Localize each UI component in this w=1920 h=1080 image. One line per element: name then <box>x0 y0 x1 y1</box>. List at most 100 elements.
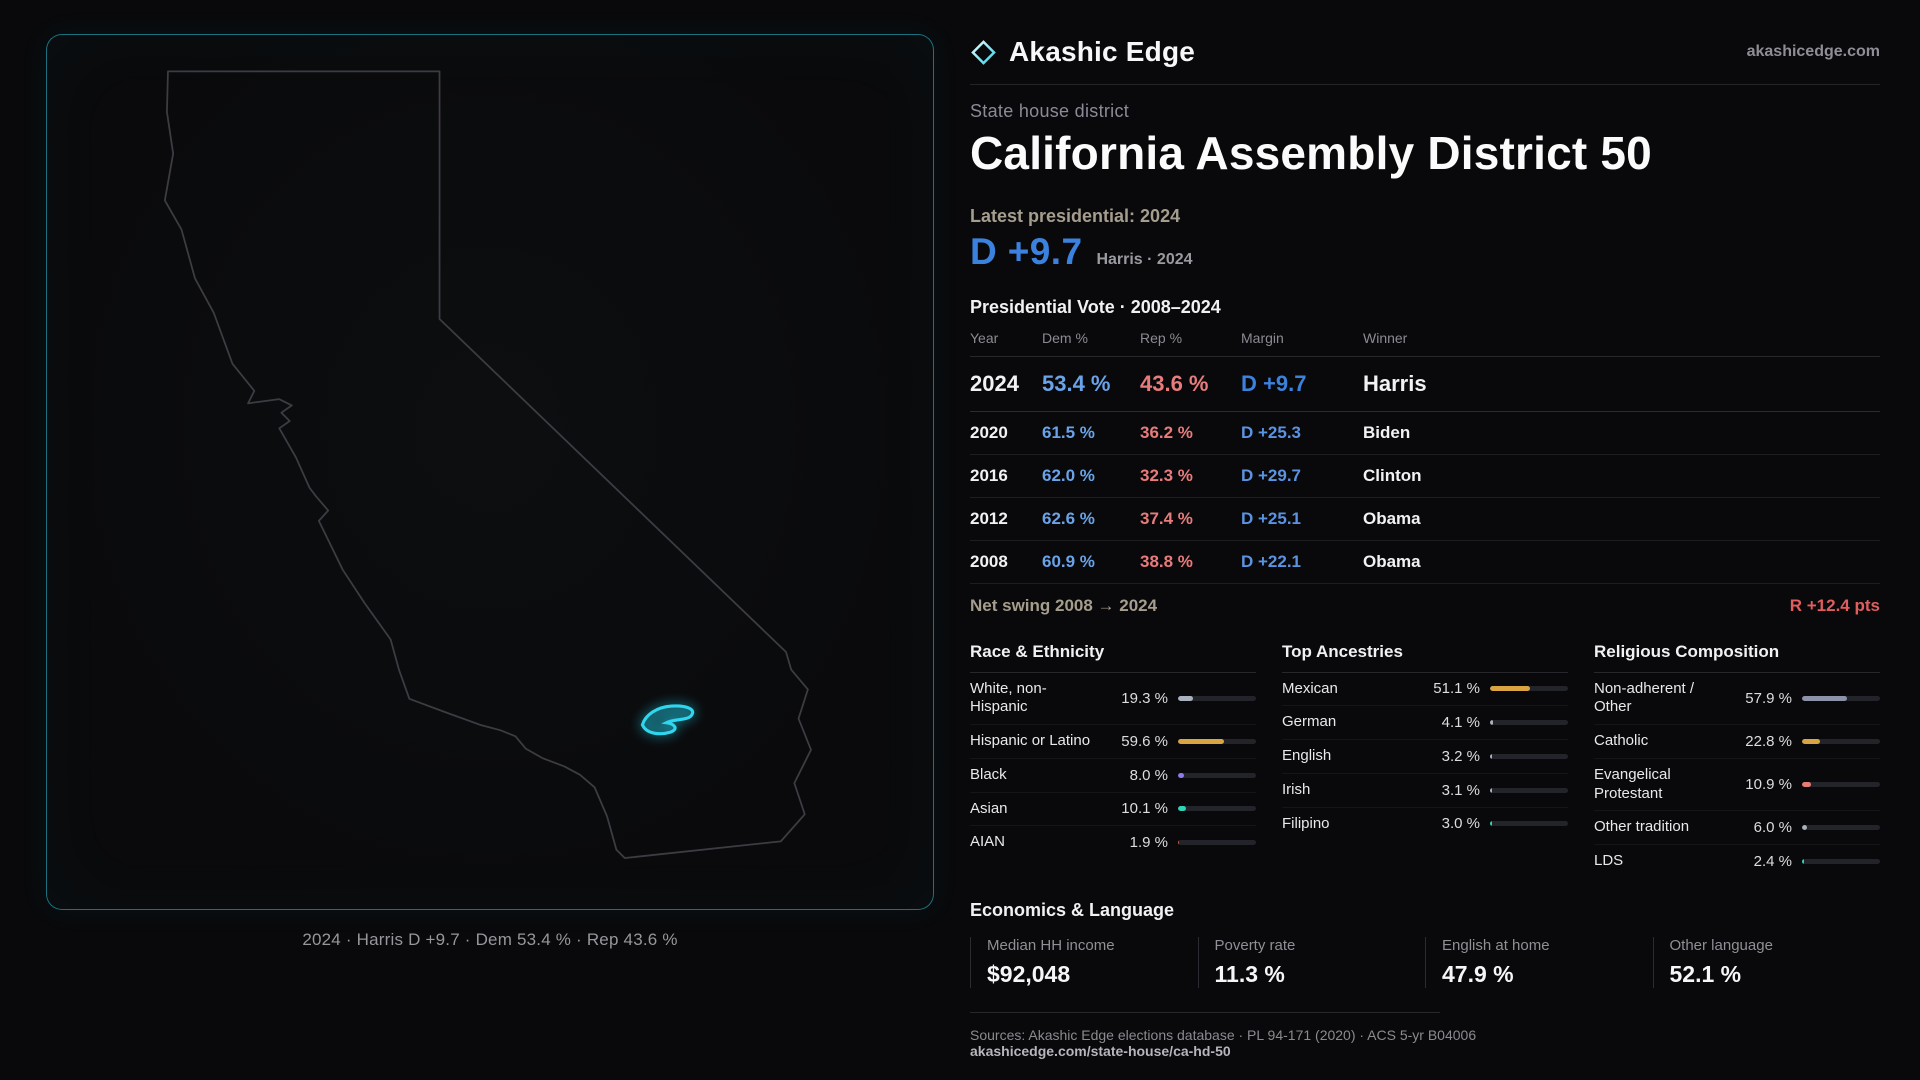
demographic-row: Evangelical Protestant 10.9 % <box>1594 759 1880 812</box>
vote-year: 2020 <box>970 422 1008 442</box>
vote-margin: D +25.3 <box>1241 422 1302 442</box>
demographic-bar-fill <box>1802 738 1820 744</box>
demographic-bar <box>1490 686 1568 692</box>
demographic-section: Race & Ethnicity White, non-Hispanic 19.… <box>970 634 1256 878</box>
vote-table-header: Year Dem % Rep % Margin Winner <box>970 330 1880 357</box>
demographic-bar <box>1490 753 1568 759</box>
vote-rep-pct: 43.6 % <box>1140 370 1209 396</box>
stat-value: $92,048 <box>987 960 1071 987</box>
demographic-value: 19.3 % <box>1121 689 1168 707</box>
demographic-value: 10.9 % <box>1745 776 1792 794</box>
permalink[interactable]: akashicedge.com/state-house/ca-hd-50 <box>970 1042 1231 1059</box>
demographic-value: 4.1 % <box>1441 714 1480 732</box>
stat-label: Poverty rate <box>1214 936 1296 954</box>
vote-dem-pct: 53.4 % <box>1042 370 1111 396</box>
economics-section: Economics & Language Median HH income $9… <box>970 900 1880 988</box>
vote-rep-pct: 37.4 % <box>1140 508 1193 528</box>
vote-winner: Obama <box>1363 551 1421 571</box>
demographic-bar <box>1178 695 1256 701</box>
demographic-label: Irish <box>1282 780 1311 798</box>
stat-block: Other language 52.1 % <box>1652 936 1881 988</box>
demographic-value: 6.0 % <box>1753 819 1792 837</box>
stat-value: 11.3 % <box>1214 960 1285 987</box>
demographic-label: LDS <box>1594 852 1624 870</box>
vote-margin: D +9.7 <box>1241 370 1307 396</box>
net-swing-value: R +12.4 pts <box>1789 595 1880 615</box>
demographic-bar-fill <box>1178 695 1194 701</box>
net-swing-row: Net swing 2008 → 2024 R +12.4 pts <box>970 584 1880 616</box>
demographic-row: Non-adherent / Other 57.9 % <box>1594 673 1880 726</box>
col-margin: Margin <box>1241 329 1284 346</box>
demographic-row: Hispanic or Latino 59.6 % <box>970 725 1256 759</box>
sources-text: Sources: Akashic Edge elections database… <box>970 1026 1477 1043</box>
demographic-row: AIAN 1.9 % <box>970 826 1256 859</box>
stat-label: Other language <box>1669 936 1773 954</box>
demographic-label: Non-adherent / Other <box>1594 679 1695 716</box>
brand: Akashic Edge <box>970 36 1195 68</box>
vote-year: 2024 <box>970 370 1019 396</box>
page-footer: Sources: Akashic Edge elections database… <box>970 1011 1880 1061</box>
vote-year: 2008 <box>970 551 1008 571</box>
demographic-row: Mexican 51.1 % <box>1282 673 1568 707</box>
demographic-bar <box>1802 738 1880 744</box>
demographic-bar <box>1178 738 1256 744</box>
stat-block: Poverty rate 11.3 % <box>1197 936 1426 988</box>
vote-dem-pct: 62.6 % <box>1042 508 1095 528</box>
vote-winner: Obama <box>1363 508 1421 528</box>
map-caption: 2024 · Harris D +9.7 · Dem 53.4 % · Rep … <box>302 930 678 949</box>
demographic-bar <box>1178 772 1256 778</box>
vote-rep-pct: 36.2 % <box>1140 422 1193 442</box>
stat-block: English at home 47.9 % <box>1425 936 1653 988</box>
vote-rep-pct: 32.3 % <box>1140 465 1193 485</box>
district-map-panel[interactable] <box>46 34 934 910</box>
page-title: California Assembly District 50 <box>970 127 1652 179</box>
demographic-row: LDS 2.4 % <box>1594 845 1880 878</box>
demographic-bar-fill <box>1178 772 1185 778</box>
demographic-bar <box>1802 825 1880 831</box>
demographic-section-title: Race & Ethnicity <box>970 634 1256 673</box>
col-dem: Dem % <box>1042 329 1088 346</box>
demographic-value: 3.2 % <box>1441 747 1480 765</box>
demographic-value: 2.4 % <box>1753 852 1792 870</box>
col-winner: Winner <box>1363 329 1408 346</box>
demographic-bar <box>1802 782 1880 788</box>
demographic-bar-fill <box>1490 821 1493 827</box>
vote-winner: Biden <box>1363 422 1411 442</box>
demographic-bar-fill <box>1178 738 1225 744</box>
demographic-label: Filipino <box>1282 814 1330 832</box>
stat-label: Median HH income <box>987 936 1115 954</box>
demographic-value: 22.8 % <box>1745 732 1792 750</box>
district-50-highlight[interactable] <box>640 704 695 736</box>
col-rep: Rep % <box>1140 329 1183 346</box>
california-outline <box>163 70 812 859</box>
economics-title: Economics & Language <box>970 899 1175 920</box>
demographic-row: Filipino 3.0 % <box>1282 808 1568 841</box>
site-link[interactable]: akashicedge.com <box>1746 43 1880 60</box>
demographics-grid: Race & Ethnicity White, non-Hispanic 19.… <box>970 634 1880 878</box>
demographic-value: 1.9 % <box>1129 834 1168 852</box>
map-section: 2024 · Harris D +9.7 · Dem 53.4 % · Rep … <box>46 34 934 1080</box>
demographic-row: Black 8.0 % <box>970 759 1256 793</box>
demographic-bar-fill <box>1178 806 1186 812</box>
demographic-section-title: Top Ancestries <box>1282 634 1568 673</box>
vote-dem-pct: 62.0 % <box>1042 465 1095 485</box>
vote-winner: Harris <box>1363 370 1427 396</box>
demographic-bar-fill <box>1178 840 1180 846</box>
stats-row: Median HH income $92,048 Poverty rate 11… <box>970 936 1881 988</box>
vote-margin: D +25.1 <box>1241 508 1302 528</box>
demographic-bar <box>1802 695 1880 701</box>
demographic-label: Black <box>970 765 1007 783</box>
headline-detail: Harris · 2024 <box>1096 250 1193 268</box>
demographic-rows: White, non-Hispanic 19.3 % Hispanic or L… <box>970 673 1256 860</box>
demographic-section: Religious Composition Non-adherent / Oth… <box>1594 634 1880 878</box>
demographic-value: 8.0 % <box>1129 766 1168 784</box>
demographic-bar-fill <box>1802 695 1848 701</box>
vote-year: 2012 <box>970 508 1008 528</box>
demographic-value: 57.9 % <box>1745 689 1792 707</box>
headline-row: D +9.7 Harris · 2024 <box>970 231 1880 273</box>
demographic-label: AIAN <box>970 833 1006 851</box>
demographic-value: 10.1 % <box>1121 800 1168 818</box>
demographic-label: Evangelical Protestant <box>1594 765 1671 802</box>
demographic-section: Top Ancestries Mexican 51.1 % German 4.1… <box>1282 634 1568 878</box>
